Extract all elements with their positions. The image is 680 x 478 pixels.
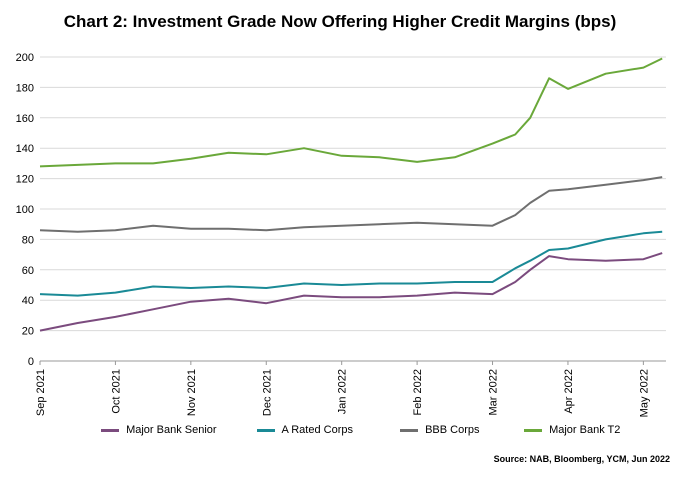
legend-item-a-rated-corps: A Rated Corps bbox=[257, 424, 353, 436]
axes bbox=[39, 360, 666, 365]
legend-swatch bbox=[524, 428, 542, 432]
y-tick-label: 80 bbox=[22, 234, 34, 246]
y-tick-label: 140 bbox=[16, 143, 34, 155]
y-tick-label: 20 bbox=[22, 326, 34, 338]
y-tick-label: 160 bbox=[16, 113, 34, 125]
legend: Major Bank Senior A Rated Corps BBB Corp… bbox=[0, 424, 680, 440]
y-tick-label: 100 bbox=[16, 204, 34, 216]
legend-swatch bbox=[101, 428, 119, 432]
legend-item-major-bank-senior: Major Bank Senior bbox=[101, 424, 217, 436]
y-tick-label: 0 bbox=[28, 356, 34, 368]
y-tick-label: 120 bbox=[16, 174, 34, 186]
x-tick-label: Mar 2022 bbox=[488, 369, 500, 415]
legend-label: Major Bank Senior bbox=[126, 424, 217, 436]
legend-swatch bbox=[400, 428, 418, 432]
x-tick-label: Sep 2021 bbox=[35, 369, 47, 416]
series-line-major-bank-senior bbox=[39, 252, 663, 332]
series-line-a-rated-corps bbox=[39, 230, 663, 297]
x-tick-label: May 2022 bbox=[638, 369, 650, 417]
y-tick-labels: 0 20 40 60 80 100 120 140 160 180 200 bbox=[16, 52, 34, 368]
x-tick-label: Jan 2022 bbox=[337, 369, 349, 414]
y-tick-label: 180 bbox=[16, 82, 34, 94]
legend-swatch bbox=[257, 428, 275, 432]
x-tick-labels: Sep 2021 Oct 2021 Nov 2021 Dec 2021 Jan 2022… bbox=[35, 369, 650, 417]
legend-item-major-bank-t2: Major Bank T2 bbox=[524, 424, 620, 436]
legend-label: BBB Corps bbox=[425, 424, 480, 436]
x-tick-label: Dec 2021 bbox=[261, 369, 273, 416]
series-line-major-bank-t2 bbox=[39, 57, 663, 168]
legend-label: A Rated Corps bbox=[281, 424, 353, 436]
y-tick-label: 60 bbox=[22, 265, 34, 277]
legend-item-bbb-corps: BBB Corps bbox=[400, 424, 479, 436]
x-tick-label: Apr 2022 bbox=[563, 369, 575, 414]
x-tick-label: Feb 2022 bbox=[412, 369, 424, 415]
x-tick-label: Oct 2021 bbox=[110, 369, 122, 414]
source-note: Source: NAB, Bloomberg, YCM, Jun 2022 bbox=[493, 454, 670, 464]
gridlines bbox=[40, 56, 666, 332]
series-lines bbox=[39, 57, 663, 332]
y-tick-label: 200 bbox=[16, 52, 34, 64]
x-tick-label: Nov 2021 bbox=[186, 369, 198, 416]
legend-label: Major Bank T2 bbox=[549, 424, 621, 436]
chart-title: Chart 2: Investment Grade Now Offering H… bbox=[63, 12, 617, 31]
y-tick-label: 40 bbox=[22, 295, 34, 307]
series-line-bbb-corps bbox=[39, 176, 663, 233]
